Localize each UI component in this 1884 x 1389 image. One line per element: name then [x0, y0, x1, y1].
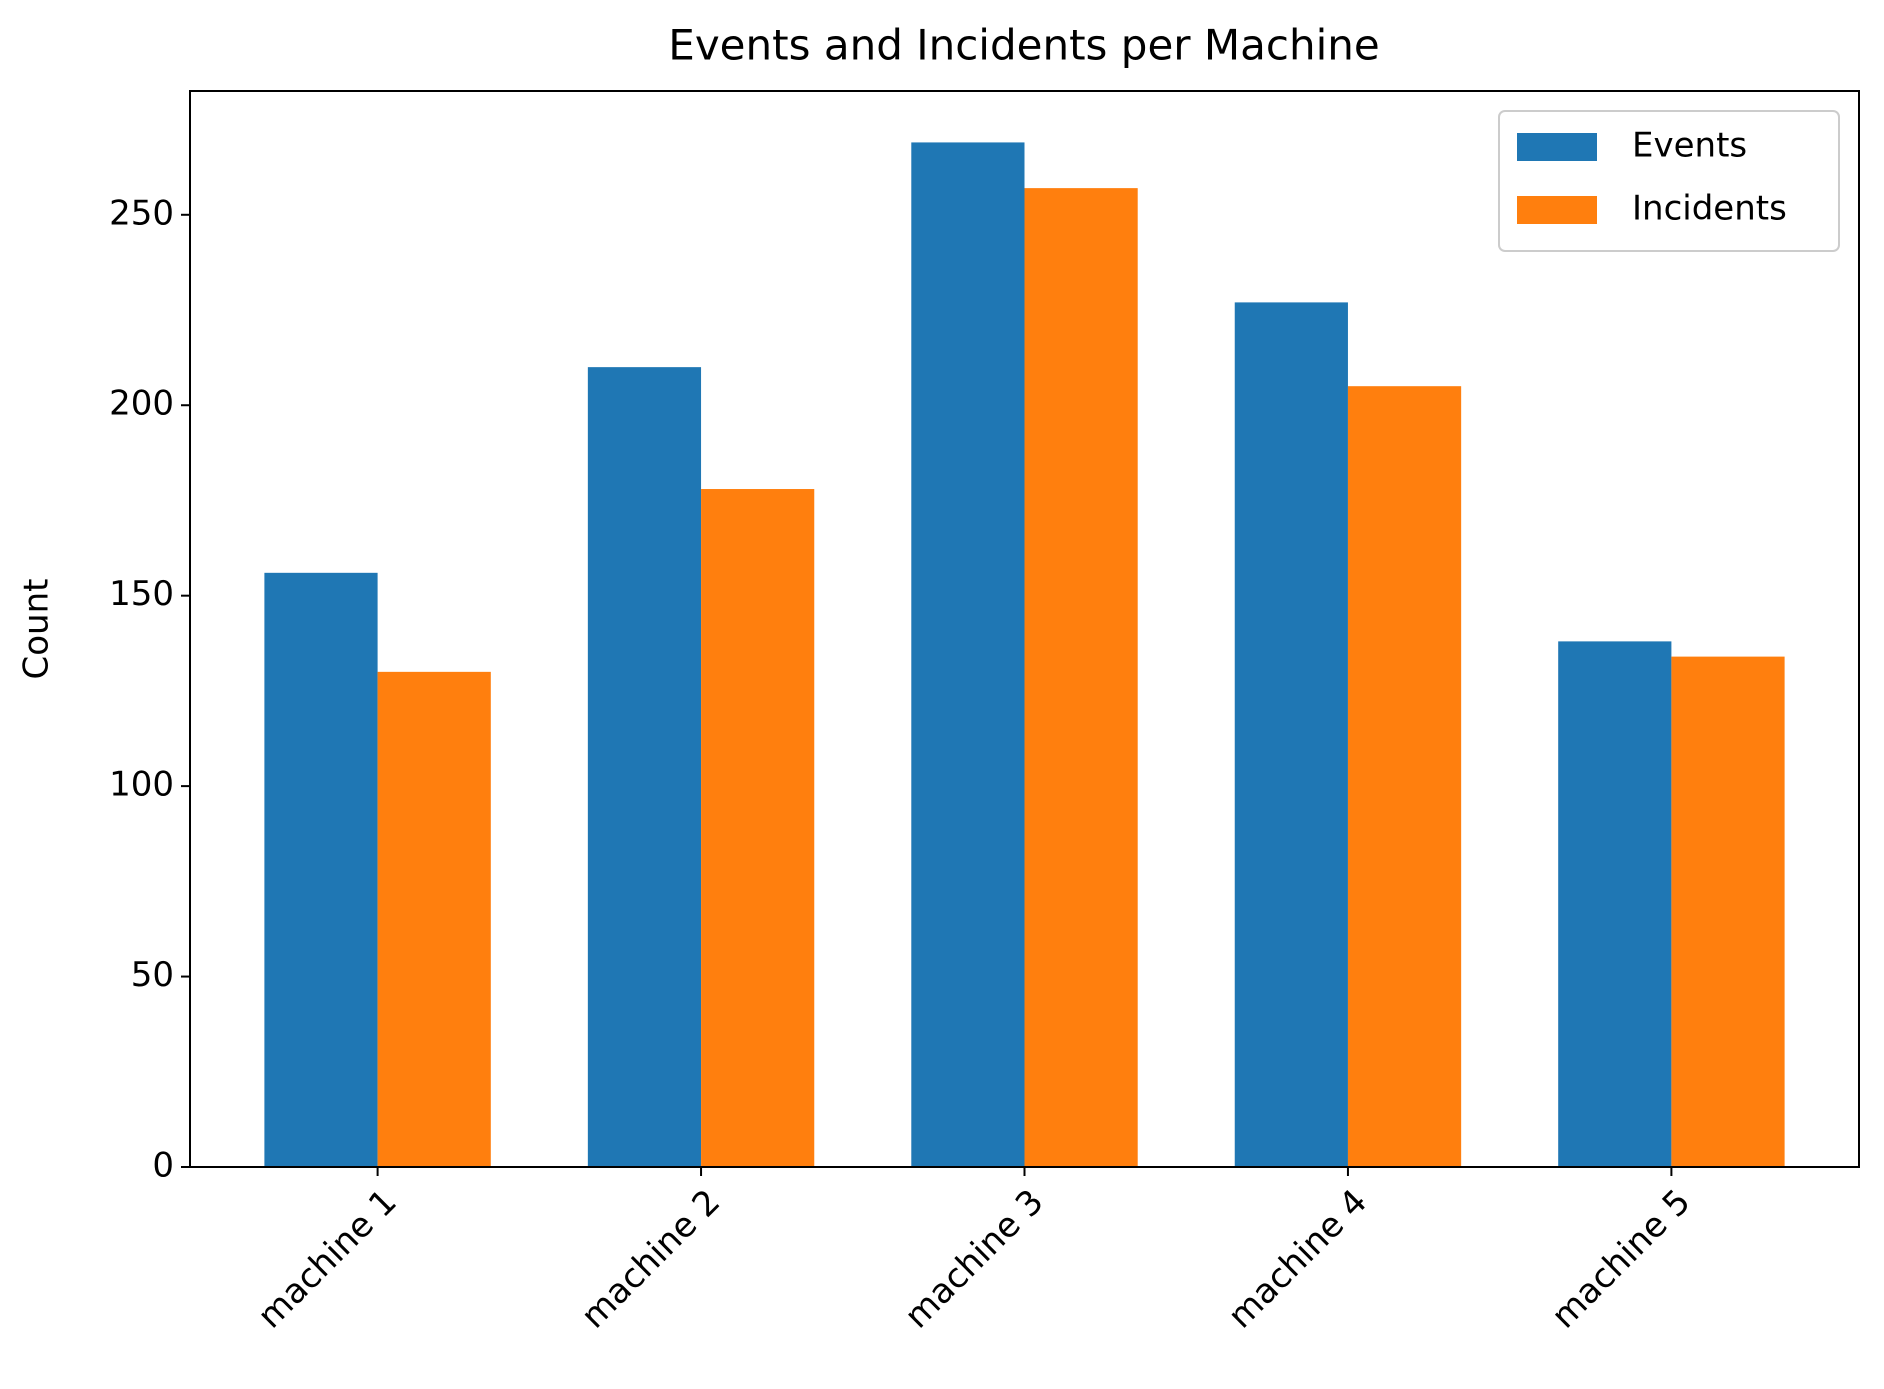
bar — [1671, 656, 1785, 1167]
chart-title: Events and Incidents per Machine — [668, 21, 1379, 70]
x-tick-label: machine 3 — [897, 1182, 1052, 1337]
bar — [377, 671, 491, 1167]
legend: Events Incidents — [1498, 110, 1840, 252]
y-tick-label: 100 — [109, 765, 174, 805]
y-tick-label: 50 — [131, 955, 174, 995]
bar — [1558, 641, 1672, 1167]
y-tick-label: 200 — [109, 384, 174, 424]
y-tick-label: 250 — [109, 193, 174, 233]
y-tick-label: 150 — [109, 574, 174, 614]
legend-label: Events — [1632, 126, 1747, 166]
plot-frame — [189, 90, 1860, 1168]
bar — [1234, 302, 1348, 1168]
legend-swatch — [1517, 133, 1597, 161]
bar — [1347, 386, 1462, 1167]
bar — [701, 489, 815, 1167]
bar — [911, 142, 1025, 1168]
x-tick-label: machine 1 — [250, 1182, 405, 1337]
x-tick-label: machine 5 — [1544, 1182, 1699, 1337]
y-tick-label: 0 — [152, 1146, 174, 1186]
y-axis-label: Count — [17, 579, 57, 680]
x-tick-label: machine 4 — [1220, 1182, 1375, 1337]
bar — [1024, 188, 1138, 1167]
bar — [264, 572, 378, 1167]
legend-swatch — [1517, 196, 1597, 224]
x-tick-label: machine 2 — [574, 1182, 729, 1337]
legend-label: Incidents — [1632, 189, 1787, 229]
bar — [587, 367, 702, 1167]
